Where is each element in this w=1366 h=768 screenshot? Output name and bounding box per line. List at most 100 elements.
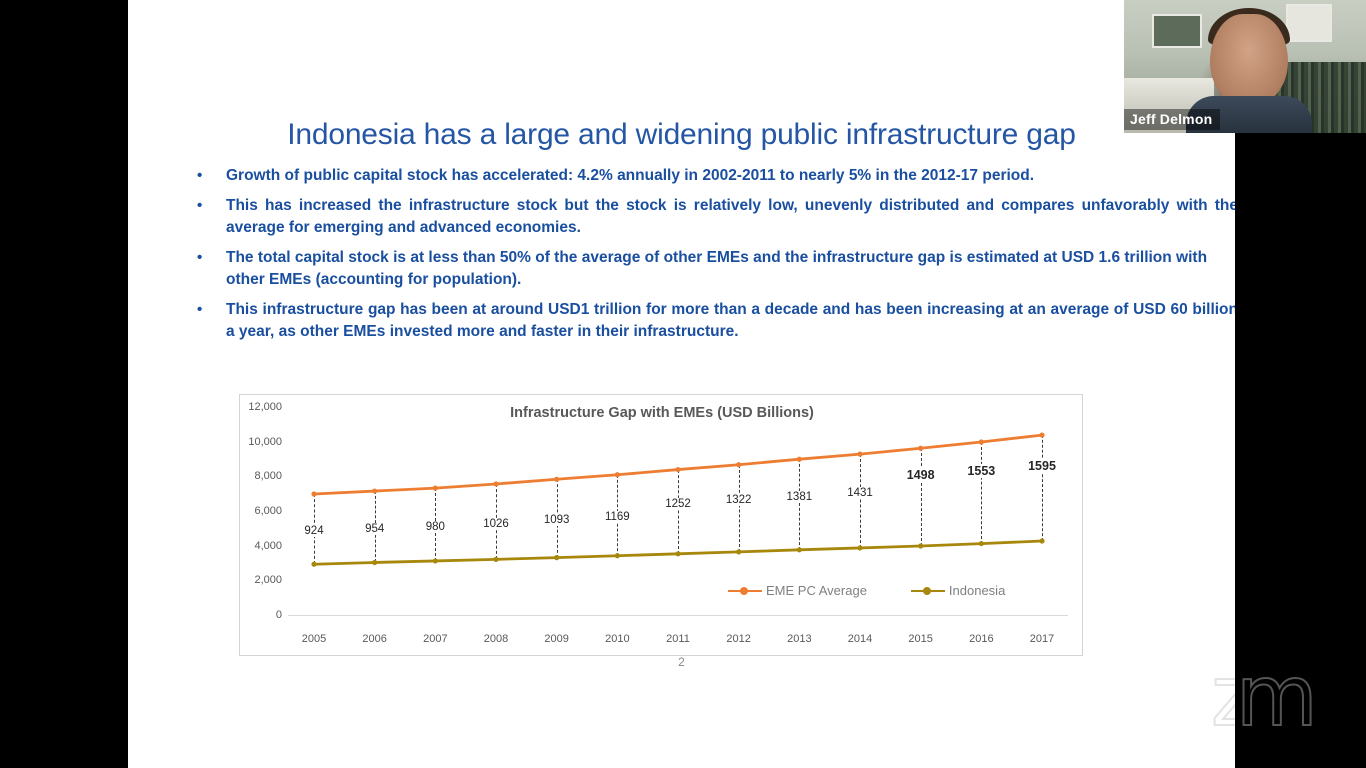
series-line: [312, 433, 1044, 496]
gap-value-label: 954: [362, 522, 388, 535]
gap-value-label: 1026: [480, 517, 512, 530]
gap-connector-line: [860, 454, 861, 548]
bullet-item: • The total capital stock is at less than…: [188, 247, 1235, 291]
series-point: [675, 466, 681, 473]
bullet-text: Growth of public capital stock has accel…: [226, 167, 1035, 184]
gap-value-label: 1498: [903, 468, 938, 483]
x-axis-tick: 2017: [1029, 633, 1055, 645]
y-axis-tick: 4,000: [254, 539, 282, 552]
gap-value-label: 1322: [722, 494, 755, 507]
series-point: [918, 445, 924, 451]
x-axis-tick: 2008: [483, 633, 509, 645]
series-point: [857, 451, 863, 457]
series-point: [614, 553, 620, 559]
gap-connector-line: [981, 442, 983, 544]
gap-connector-line: [920, 448, 922, 546]
series-point: [1039, 538, 1045, 544]
gap-connector-line: [1042, 435, 1043, 541]
gap-value-label: 1381: [783, 490, 816, 503]
gap-value-label: 980: [422, 520, 448, 533]
x-axis-tick: 2013: [787, 633, 812, 645]
bullet-item: • This has increased the infrastructure s…: [188, 195, 1235, 239]
slide-page-number: 2: [678, 655, 685, 669]
legend-item: Indonesia: [910, 583, 1006, 598]
participant-name-label: Jeff Delmon: [1124, 109, 1221, 130]
gap-value-label: 1169: [601, 511, 633, 524]
series-point: [675, 551, 681, 557]
series-point: [554, 476, 560, 482]
legend-key-icon: [728, 585, 762, 597]
series-point: [796, 547, 802, 553]
series-point: [432, 558, 438, 564]
participant-torso: [1186, 96, 1312, 133]
chart-title: Infrastructure Gap with EMEs (USD Billio…: [510, 405, 814, 421]
y-axis-tick: 6,000: [254, 505, 282, 517]
x-axis-tick: 2014: [847, 633, 873, 645]
gap-value-label: 1252: [662, 497, 694, 510]
gap-value-label: 924: [301, 525, 327, 538]
series-point: [918, 543, 924, 549]
y-axis-tick: 0: [275, 609, 282, 621]
bullet-text: This has increased the infrastructure st…: [226, 197, 1235, 236]
series-point: [372, 488, 378, 494]
series-point: [311, 561, 317, 567]
bullet-marker-icon: •: [197, 167, 203, 184]
participant-face: [1210, 14, 1288, 106]
x-axis-tick: 2009: [544, 633, 569, 645]
x-axis-tick: 2005: [301, 633, 327, 645]
shared-slide: Indonesia has a large and widening publi…: [128, 0, 1235, 768]
bullet-list: • Growth of public capital stock has acce…: [188, 165, 1235, 343]
x-axis-tick: 2006: [362, 633, 387, 645]
x-axis-tick: 2016: [969, 633, 994, 645]
bullet-item: • Growth of public capital stock has acce…: [188, 165, 1235, 187]
gap-value-label: 1431: [844, 487, 876, 500]
series-point: [493, 556, 499, 562]
series-point: [978, 540, 984, 547]
legend-item: EME PC Average: [728, 583, 867, 598]
chart-series-lines: [311, 432, 1045, 567]
series-point: [736, 462, 742, 468]
gap-connector-line: [738, 464, 740, 552]
gap-connector-line: [799, 459, 801, 550]
x-axis-line: [288, 615, 1068, 616]
series-point: [614, 472, 620, 478]
gap-connector-line: [678, 469, 679, 554]
infrastructure-gap-chart: Infrastructure Gap with EMEs (USD Billio…: [239, 394, 1083, 656]
chart-legend: EME PC Average Indonesia: [728, 583, 1005, 598]
x-axis-tick: 2012: [726, 633, 751, 645]
wall-picture-left: [1152, 14, 1202, 48]
bullet-text: The total capital stock is at less than …: [226, 249, 1208, 288]
series-point: [857, 545, 863, 551]
participant-video-tile[interactable]: Jeff Delmon: [1124, 0, 1366, 133]
wall-picture-right: [1286, 4, 1332, 42]
zoom-watermark-overflow-text: zoom: [1235, 654, 1320, 745]
series-point: [554, 555, 560, 561]
series-point: [1039, 432, 1045, 438]
legend-key-icon: [910, 585, 945, 597]
gap-value-label: 1553: [964, 463, 999, 478]
bullet-text: This infrastructure gap has been at arou…: [226, 301, 1235, 340]
series-point: [493, 481, 499, 487]
series-point: [432, 485, 438, 491]
legend-label: Indonesia: [948, 583, 1006, 598]
chart-plot-area: 0 2,000 4,000 6,000 8,000 10,000 12,000 2005 20…: [248, 401, 1068, 645]
page-title: Indonesia has a large and widening publi…: [287, 118, 1076, 151]
legend-label: EME PC Average: [766, 583, 867, 598]
series-point: [311, 491, 317, 497]
zoom-watermark-overflow: zoom: [1235, 654, 1366, 750]
x-axis-tick: 2011: [666, 633, 690, 645]
bullet-item: • This infrastructure gap has been at aro…: [188, 299, 1235, 343]
x-axis-tick: 2015: [908, 633, 933, 645]
y-axis-tick: 8,000: [254, 470, 282, 483]
series-point: [372, 559, 378, 566]
x-axis-tick: 2007: [423, 633, 448, 645]
x-axis-tick: 2010: [605, 633, 630, 645]
y-axis-tick: 2,000: [254, 574, 282, 587]
y-axis-tick: 12,000: [248, 401, 282, 413]
gap-value-label: 1093: [540, 514, 573, 527]
zoom-watermark: zoom: [1210, 653, 1235, 739]
bullet-marker-icon: •: [197, 197, 203, 214]
series-point: [978, 439, 984, 445]
series-point: [736, 549, 742, 555]
